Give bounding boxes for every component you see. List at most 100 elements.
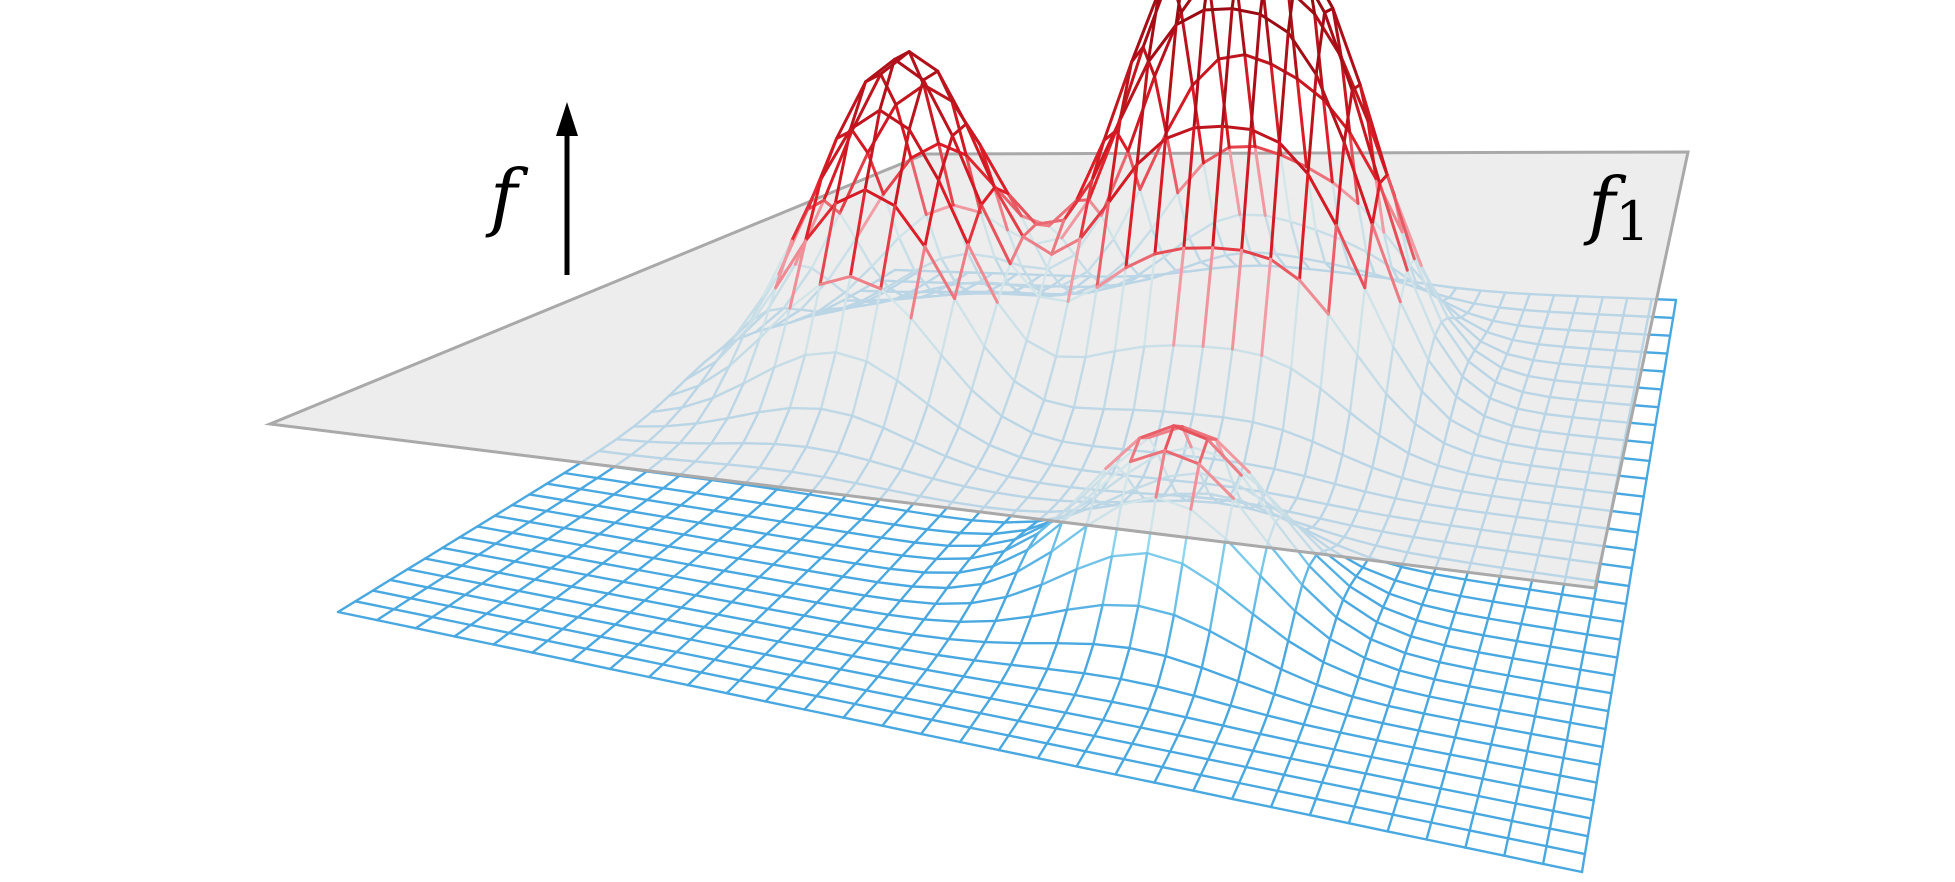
mesh-line bbox=[881, 724, 923, 736]
mesh-line bbox=[1579, 650, 1586, 671]
mesh-line bbox=[737, 545, 754, 560]
mesh-line bbox=[1630, 403, 1660, 409]
mesh-line bbox=[700, 671, 741, 682]
mesh-line bbox=[893, 509, 909, 526]
mesh-line bbox=[1477, 634, 1485, 654]
mesh-line bbox=[790, 614, 806, 630]
mesh-line bbox=[779, 520, 816, 529]
mesh-line bbox=[1244, 612, 1255, 652]
mesh-line bbox=[1065, 603, 1104, 611]
mesh-line bbox=[819, 127, 852, 181]
mesh-line bbox=[1181, 562, 1219, 588]
mesh-line bbox=[1453, 611, 1490, 620]
mesh-line bbox=[951, 203, 982, 214]
mesh-line bbox=[1506, 837, 1548, 848]
mesh-line bbox=[1237, 765, 1248, 785]
plane-label-subscript: 1 bbox=[1615, 190, 1649, 253]
mesh-line bbox=[458, 525, 479, 539]
mesh-line bbox=[1515, 622, 1523, 643]
mesh-line bbox=[911, 633, 950, 641]
mesh-line bbox=[1060, 198, 1091, 240]
mesh-line bbox=[1412, 729, 1421, 749]
mesh-line bbox=[1489, 743, 1529, 753]
mesh-line bbox=[1444, 770, 1484, 780]
mesh-line bbox=[1272, 668, 1283, 696]
mesh-line bbox=[687, 551, 705, 566]
mesh-line bbox=[1618, 620, 1625, 641]
mesh-line bbox=[716, 613, 756, 623]
mesh-line bbox=[743, 483, 779, 491]
mesh-line bbox=[1429, 804, 1438, 824]
mesh-line bbox=[979, 697, 992, 715]
mesh-line bbox=[966, 243, 999, 304]
mesh-line bbox=[1308, 797, 1318, 817]
mesh-line bbox=[839, 621, 878, 630]
mesh-line bbox=[863, 594, 902, 602]
mesh-line bbox=[687, 563, 726, 572]
mesh-line bbox=[1227, 144, 1257, 149]
mesh-line bbox=[406, 557, 427, 571]
mesh-line bbox=[1309, 704, 1348, 717]
mesh-line bbox=[637, 556, 655, 572]
mesh-line bbox=[901, 541, 916, 557]
mesh-line bbox=[1184, 716, 1225, 727]
mesh-line bbox=[1258, 732, 1299, 744]
mesh-line bbox=[469, 612, 488, 627]
mesh-line bbox=[1425, 838, 1467, 849]
mesh-line bbox=[1459, 594, 1495, 603]
mesh-line bbox=[776, 673, 792, 690]
mesh-line bbox=[1046, 642, 1059, 671]
mesh-line bbox=[1249, 12, 1262, 131]
mesh-line bbox=[1589, 597, 1596, 618]
mesh-line bbox=[1330, 180, 1360, 205]
mesh-line bbox=[909, 245, 927, 320]
mesh-line bbox=[708, 581, 747, 591]
mesh-line bbox=[584, 647, 626, 658]
mesh-line bbox=[1585, 633, 1622, 641]
mesh-line bbox=[1118, 60, 1150, 122]
mesh-line bbox=[826, 621, 842, 637]
mesh-line bbox=[1139, 708, 1151, 729]
mesh-line bbox=[1179, 10, 1194, 87]
mesh-line bbox=[771, 563, 810, 572]
mesh-line bbox=[679, 504, 716, 512]
mesh-line bbox=[389, 578, 429, 589]
mesh-line bbox=[1392, 669, 1401, 690]
mesh-line bbox=[1040, 550, 1053, 586]
mesh-line bbox=[563, 515, 582, 530]
mesh-line bbox=[1391, 796, 1400, 816]
mesh-line bbox=[1549, 628, 1556, 648]
mesh-line bbox=[930, 718, 972, 729]
mesh-line bbox=[441, 546, 480, 556]
mesh-line bbox=[989, 697, 1030, 707]
mesh-line bbox=[1387, 579, 1397, 595]
mesh-line bbox=[983, 640, 1023, 645]
mesh-line bbox=[1145, 551, 1184, 565]
mesh-line bbox=[1370, 223, 1402, 304]
mesh-line bbox=[1328, 616, 1338, 641]
mesh-line bbox=[1237, 781, 1279, 793]
mesh-line bbox=[530, 538, 549, 552]
mesh-line bbox=[431, 615, 472, 627]
mesh-line bbox=[579, 487, 615, 496]
mesh-line bbox=[818, 274, 852, 286]
mesh-line bbox=[979, 712, 1020, 722]
mesh-line bbox=[1251, 612, 1290, 642]
mesh-line bbox=[973, 640, 987, 662]
mesh-line bbox=[1361, 566, 1397, 582]
mesh-line bbox=[485, 612, 526, 623]
mesh-line bbox=[761, 502, 797, 510]
mesh-line bbox=[501, 601, 542, 611]
mesh-line bbox=[1107, 163, 1139, 205]
mesh-line bbox=[802, 601, 819, 617]
mesh-line bbox=[1341, 598, 1379, 624]
mesh-line bbox=[1137, 551, 1149, 607]
mesh-line bbox=[1660, 370, 1666, 391]
mesh-line bbox=[1202, 7, 1234, 12]
mesh-line bbox=[1477, 651, 1514, 660]
mesh-line bbox=[441, 536, 461, 550]
mesh-line bbox=[1107, 118, 1122, 205]
mesh-line bbox=[980, 532, 995, 547]
mesh-line bbox=[1295, 77, 1308, 169]
mesh-line bbox=[1339, 731, 1379, 742]
